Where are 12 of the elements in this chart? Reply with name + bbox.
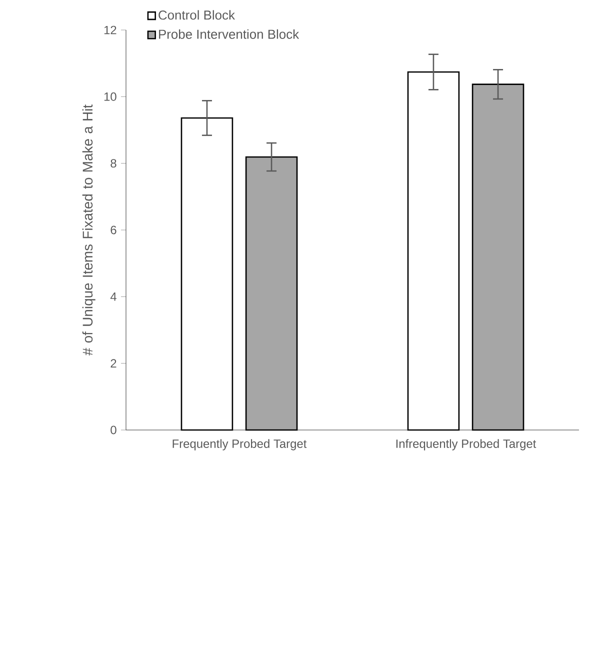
y-tick-label: 0 <box>110 426 116 434</box>
x-tick-label: Infrequently Probed Target <box>396 439 536 450</box>
legend-label: Control Block <box>158 10 235 20</box>
y-tick-label: 12 <box>104 26 116 34</box>
legend-label: Probe Intervention Block <box>159 29 300 39</box>
y-axis-title: # of Unique Items Fixated to Make a Hit <box>82 104 96 356</box>
y-tick-label: 4 <box>110 292 116 301</box>
y-tick-label: 10 <box>104 92 116 101</box>
y-tick-label: 6 <box>110 226 116 234</box>
y-tick-label: 2 <box>110 359 116 368</box>
y-tick-label: 8 <box>110 159 116 168</box>
x-tick-label: Frequently Probed Target <box>172 439 307 450</box>
